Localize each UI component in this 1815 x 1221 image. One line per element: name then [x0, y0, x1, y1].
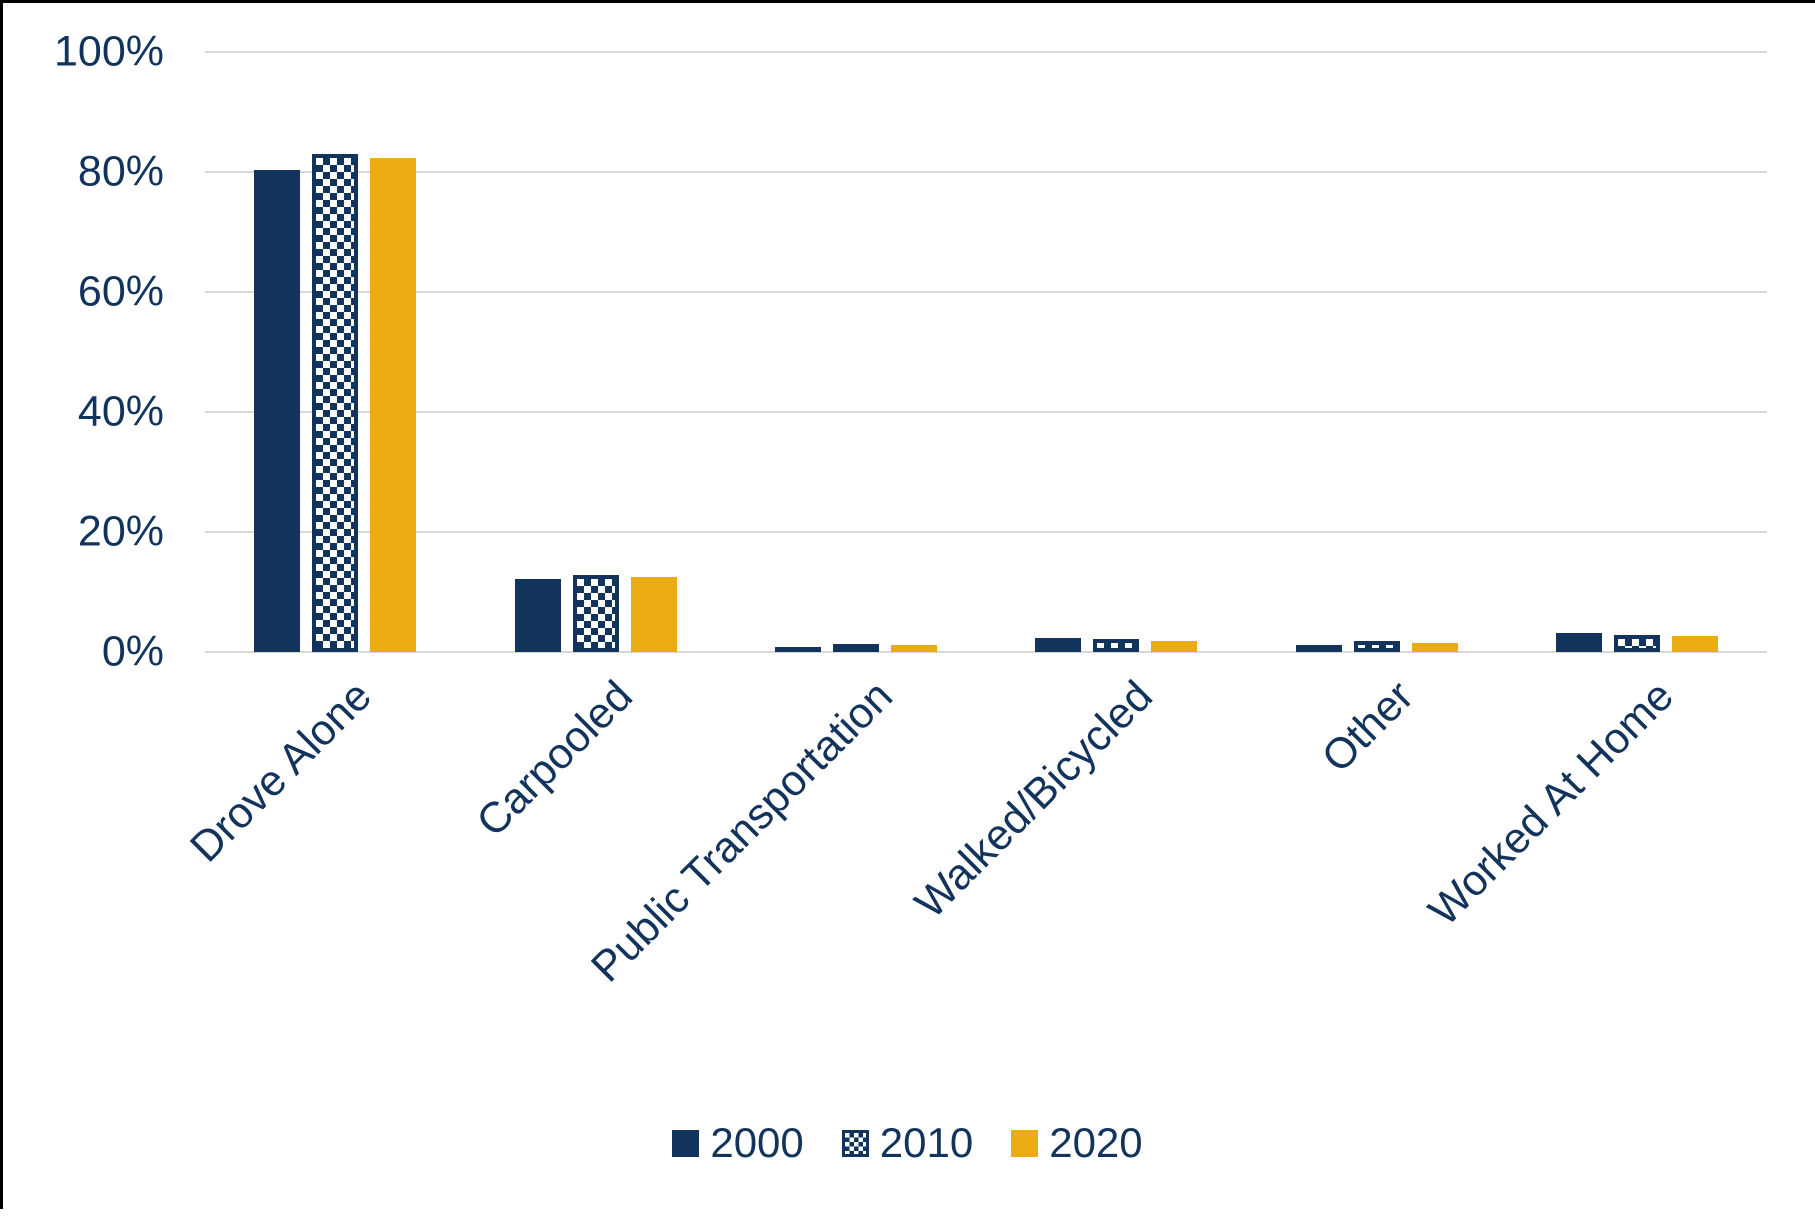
page-edge-left [0, 0, 3, 1209]
x-axis-category-label: Walked/Bicycled [906, 671, 1162, 928]
y-axis-tick-label: 60% [77, 267, 164, 316]
y-axis-tick-label: 100% [54, 27, 164, 76]
bar-carpooled-2000 [514, 579, 561, 652]
bar-walked-bicycled-2010 [1093, 639, 1140, 652]
legend-swatch-2000 [672, 1129, 700, 1157]
gridline-0 [205, 651, 1767, 653]
x-axis-category-label: Other [1312, 671, 1423, 782]
y-axis-tick-label: 0% [101, 627, 164, 676]
bar-carpooled-2020 [630, 577, 677, 652]
x-axis-category-label: Worked At Home [1419, 671, 1683, 936]
legend-swatch-2010 [841, 1129, 869, 1157]
bar-other-2020 [1411, 643, 1458, 652]
x-axis-category-label: Carpooled [467, 671, 642, 847]
x-axis-category-label: Public Transportation [582, 671, 902, 992]
bar-worked-at-home-2010 [1613, 634, 1660, 652]
legend-item-2000: 2000 [672, 1119, 804, 1166]
bar-drove-alone-2010 [312, 154, 359, 652]
bar-other-2000 [1295, 644, 1342, 652]
page-edge-top [0, 0, 1815, 3]
y-axis-tick-label: 40% [77, 387, 164, 436]
bar-walked-bicycled-2020 [1151, 640, 1198, 652]
legend-item-2010: 2010 [841, 1119, 974, 1166]
legend-label-2020: 2020 [1049, 1119, 1143, 1166]
bar-public-transportation-2020 [890, 645, 937, 652]
gridline-20 [205, 531, 1767, 533]
gridline-100 [205, 51, 1767, 53]
x-axis-category-label: Drove Alone [181, 671, 381, 872]
bar-public-transportation-2010 [832, 643, 879, 652]
legend-label-2000: 2000 [710, 1119, 804, 1166]
gridline-40 [205, 411, 1767, 413]
bar-other-2010 [1353, 641, 1400, 652]
gridline-60 [205, 291, 1767, 293]
gridline-80 [205, 171, 1767, 173]
legend-swatch-2020 [1011, 1129, 1039, 1157]
bar-worked-at-home-2000 [1555, 632, 1602, 652]
legend-item-2020: 2020 [1011, 1119, 1143, 1166]
bar-carpooled-2010 [572, 575, 619, 652]
bar-drove-alone-2000 [254, 169, 301, 652]
bar-public-transportation-2000 [774, 647, 821, 652]
bar-drove-alone-2020 [370, 157, 417, 652]
bar-worked-at-home-2020 [1671, 636, 1718, 652]
y-axis-tick-label: 20% [77, 507, 164, 556]
legend-label-2010: 2010 [879, 1119, 974, 1166]
y-axis-tick-label: 80% [77, 147, 164, 196]
bar-walked-bicycled-2000 [1035, 638, 1082, 652]
legend: 2000 2010 2020 [0, 1122, 1815, 1164]
